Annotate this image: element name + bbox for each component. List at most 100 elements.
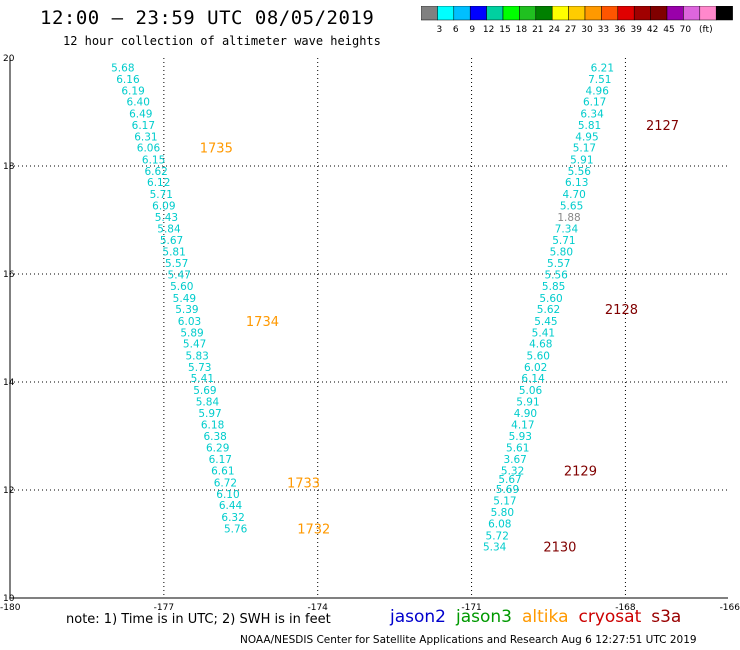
legend-s3a: s3a	[651, 607, 682, 627]
wave-height-value: 5.84	[157, 224, 181, 236]
wave-height-value: 5.06	[519, 385, 543, 397]
wave-height-value: 5.80	[550, 246, 573, 258]
wave-height-value: 7.34	[555, 224, 579, 236]
wave-height-value: 5.32	[501, 466, 524, 478]
wave-height-value: 6.72	[214, 477, 237, 489]
wave-height-value: 5.80	[491, 507, 514, 519]
color-scale-label: 9	[469, 25, 475, 34]
y-tick-label: 12	[3, 486, 14, 496]
wave-height-value: 5.91	[570, 155, 593, 167]
wave-height-value: 6.17	[132, 120, 155, 132]
color-scale-label: 12	[483, 25, 494, 34]
wave-height-value: 5.41	[191, 373, 214, 385]
wave-height-value: 5.56	[544, 270, 568, 282]
wave-height-value: 5.56	[568, 166, 592, 178]
wave-height-value: 5.60	[539, 293, 562, 305]
color-scale-label: 27	[565, 25, 576, 34]
wave-height-value: 6.32	[221, 512, 244, 524]
color-scale-label: 39	[630, 25, 642, 34]
color-scale-label: 24	[548, 25, 560, 34]
legend-altika: altika	[522, 607, 569, 627]
wave-height-value: 4.17	[511, 420, 534, 432]
note-text: note: 1) Time is in UTC; 2) SWH is in fe…	[66, 612, 331, 627]
wave-height-value: 6.09	[152, 200, 175, 212]
pass-time-label: 2128	[605, 303, 638, 318]
x-tick-label: -168	[615, 603, 636, 613]
wave-height-value: 5.17	[573, 143, 596, 155]
color-scale-label: 70	[680, 25, 692, 34]
pass-time-label: 1733	[287, 476, 320, 491]
wave-height-value: 6.61	[211, 466, 234, 478]
wave-height-value: 5.45	[534, 316, 557, 328]
wave-height-value: 6.17	[583, 97, 606, 109]
wave-height-value: 4.68	[529, 339, 552, 351]
wave-height-value: 5.60	[170, 281, 193, 293]
wave-height-value: 5.60	[527, 351, 550, 363]
wave-height-value: 5.47	[168, 270, 191, 282]
color-scale-label: 21	[532, 25, 543, 34]
wave-height-value: 6.34	[580, 109, 604, 121]
wave-height-value: 5.34	[483, 542, 507, 554]
color-scale-label: (ft)	[699, 25, 713, 34]
color-scale-bar: 3 6 9 12 15 18 21 24 27 30 33 36 39 42 45 70 (ft)	[421, 6, 733, 34]
pass-time-label: 2129	[564, 465, 597, 480]
wave-height-value: 5.65	[560, 200, 583, 212]
color-scale-label: 3	[437, 25, 443, 34]
color-scale-label: 33	[598, 25, 609, 34]
wave-height-value: 6.44	[219, 500, 243, 512]
pass-time-label: 1735	[200, 142, 233, 157]
y-tick-label: 18	[3, 162, 15, 172]
wave-height-value: 6.03	[178, 316, 201, 328]
wave-height-value: 6.18	[201, 420, 224, 432]
wave-height-value: 6.31	[134, 131, 157, 143]
y-tick-label: 10	[3, 594, 15, 604]
satellite-legend: jason2 jason3 altika cryosat s3a	[390, 607, 691, 627]
x-tick-label: -171	[461, 603, 481, 613]
x-tick-label: -180	[0, 603, 21, 613]
wave-height-value: 7.51	[588, 74, 611, 86]
pass-time-label: 1732	[297, 522, 330, 537]
wave-height-value: 5.67	[498, 474, 521, 486]
color-scale-label: 6	[453, 25, 459, 34]
wave-height-value: 5.89	[180, 327, 203, 339]
legend-jason2: jason2	[390, 607, 446, 627]
legend-cryosat: cryosat	[578, 607, 642, 627]
wave-height-value: 5.69	[193, 385, 216, 397]
wave-height-value: 3.67	[503, 454, 526, 466]
pass-time-label: 2130	[543, 541, 576, 556]
wave-height-value: 5.73	[188, 362, 211, 374]
wave-height-value: 6.13	[565, 177, 588, 189]
wave-height-value: 5.39	[175, 304, 198, 316]
wave-height-value: 6.02	[524, 362, 547, 374]
wave-height-value: 6.15	[142, 155, 165, 167]
wave-height-value: 5.91	[516, 396, 539, 408]
color-scale-label: 45	[663, 25, 674, 34]
wave-height-value: 6.21	[591, 63, 614, 75]
wave-height-value: 5.97	[198, 408, 221, 420]
y-tick-label: 14	[3, 378, 15, 388]
wave-height-value: 4.90	[514, 408, 537, 420]
wave-height-value: 5.83	[185, 351, 208, 363]
color-swatch	[715, 6, 733, 21]
wave-height-value: 5.93	[509, 431, 532, 443]
wave-height-value: 6.38	[203, 431, 226, 443]
x-tick-label: -166	[720, 603, 740, 613]
wave-height-value: 5.61	[506, 442, 529, 454]
wave-height-value: 5.81	[162, 246, 185, 258]
wave-height-value: 5.41	[532, 327, 555, 339]
wave-height-value: 5.57	[165, 258, 188, 270]
color-scale-label: 18	[516, 25, 528, 34]
wave-height-value: 6.12	[147, 177, 170, 189]
wave-height-value: 5.84	[196, 396, 220, 408]
color-scale-label: 36	[614, 25, 626, 34]
wave-height-value: 5.72	[486, 530, 509, 542]
wave-height-value: 5.76	[224, 523, 248, 535]
wave-height-value: 6.49	[129, 109, 152, 121]
wave-height-value: 6.40	[127, 97, 150, 109]
wave-height-value: 6.16	[116, 74, 140, 86]
wave-height-value: 6.06	[137, 143, 161, 155]
wave-height-value: 5.57	[547, 258, 570, 270]
wave-height-value: 5.43	[155, 212, 178, 224]
color-scale-label: 30	[581, 25, 593, 34]
wave-height-value: 6.17	[209, 454, 232, 466]
